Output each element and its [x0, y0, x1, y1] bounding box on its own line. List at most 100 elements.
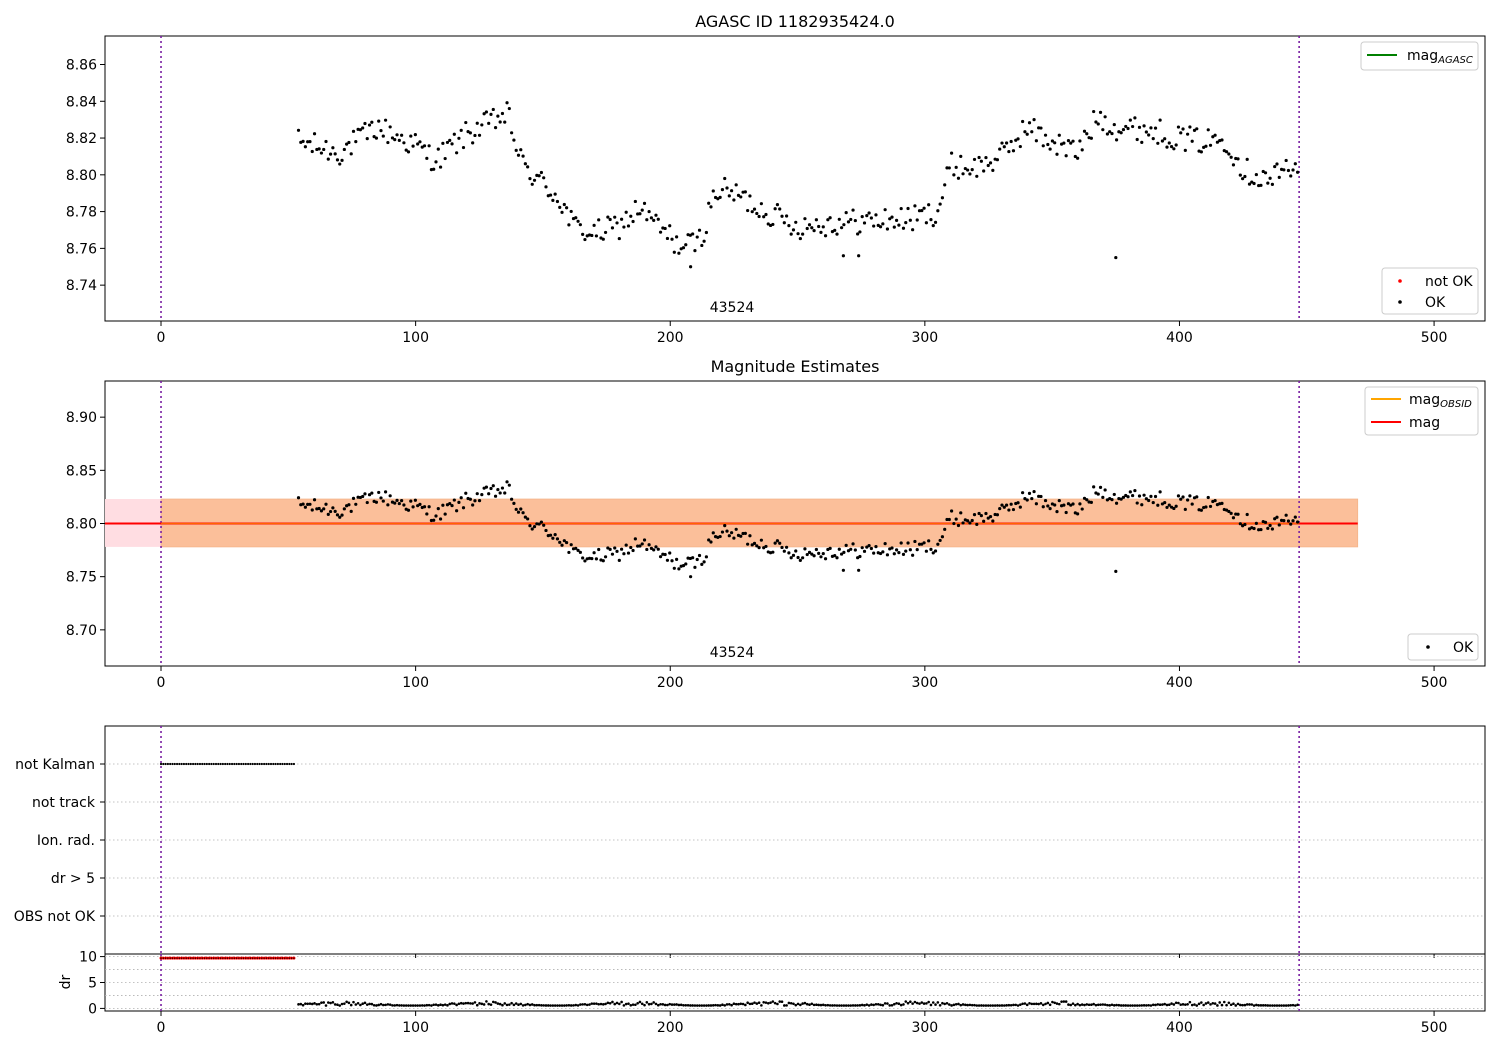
dr-point: [879, 1003, 882, 1007]
dr-point: [1239, 1003, 1242, 1007]
data-point-ok: [881, 222, 885, 226]
data-point-ok: [1289, 522, 1293, 526]
data-point-ok: [530, 527, 534, 531]
dr-point: [1145, 1004, 1148, 1007]
x-tick-label: 300: [911, 1020, 938, 1036]
dr-point: [579, 1003, 582, 1006]
dr-point: [892, 1002, 896, 1006]
data-point-ok: [695, 235, 699, 239]
data-point-ok: [984, 155, 988, 160]
data-point-ok: [1282, 168, 1286, 172]
data-point-ok: [1094, 120, 1098, 124]
data-point-ok: [503, 120, 507, 124]
dr-point: [329, 1001, 332, 1005]
data-point-ok: [640, 208, 644, 212]
data-point-ok: [1181, 127, 1185, 131]
data-point-ok: [542, 176, 546, 180]
dr-point: [556, 1004, 559, 1007]
data-point-ok: [516, 510, 521, 514]
dr-flag-point-core: [249, 957, 252, 959]
dr-point: [1291, 1003, 1295, 1007]
dr-point: [1039, 1002, 1043, 1005]
data-point-ok: [892, 225, 896, 229]
data-point-ok: [507, 483, 511, 487]
dr-flag-point-core: [235, 957, 238, 959]
flag-point-not-kalman: [187, 762, 190, 766]
y-tick-label: 8.82: [66, 131, 97, 147]
dr-point: [659, 1002, 662, 1006]
data-point-ok: [833, 554, 837, 558]
dr-point: [746, 1001, 749, 1005]
flag-point-not-kalman: [263, 762, 266, 766]
dr-flag-point-core: [194, 957, 197, 959]
data-point-ok: [807, 550, 812, 554]
data-point-ok: [1032, 489, 1036, 494]
dr-point: [801, 1002, 804, 1005]
dr-point: [991, 1004, 995, 1007]
data-point-ok: [759, 538, 763, 542]
dr-point: [966, 1003, 969, 1007]
data-point-ok: [1293, 515, 1297, 519]
data-point-ok: [500, 111, 505, 116]
dr-flag-point-core: [196, 957, 199, 959]
data-point-ok: [459, 128, 463, 132]
dr-point: [1048, 1003, 1052, 1007]
dr-flag-point-core: [251, 957, 254, 959]
x-tick-label: 200: [657, 330, 684, 346]
data-point-ok: [1275, 162, 1279, 166]
data-point-ok: [1062, 503, 1066, 507]
data-point-ok: [839, 552, 844, 556]
data-point-ok: [839, 226, 844, 230]
flag-point-not-kalman: [205, 762, 208, 766]
dr-point: [624, 1002, 628, 1006]
dr-point: [508, 1003, 511, 1006]
dr-flag-point-core: [164, 957, 167, 959]
dr-point: [569, 1004, 573, 1007]
dr-point: [925, 1002, 928, 1005]
data-point-ok: [1025, 498, 1029, 502]
data-point-ok: [326, 512, 330, 517]
data-point-ok: [778, 207, 782, 211]
flag-point-not-kalman: [191, 762, 195, 766]
data-point-ok: [1105, 132, 1110, 136]
chart-title: Magnitude Estimates: [711, 357, 880, 376]
dr-flag-point-core: [293, 957, 295, 959]
data-point-ok: [468, 131, 472, 135]
data-point-ok: [982, 519, 986, 523]
data-point-ok: [720, 530, 725, 534]
dr-point: [416, 1004, 419, 1007]
dr-point: [1057, 1002, 1061, 1006]
flag-point-not-kalman: [279, 762, 282, 766]
data-point-ok: [704, 230, 708, 235]
dr-point: [1227, 1001, 1231, 1005]
data-point-ok: [940, 196, 945, 200]
data-point-ok: [1284, 158, 1288, 163]
data-point-ok: [823, 234, 828, 238]
dr-point: [638, 1000, 642, 1004]
data-point-ok: [894, 548, 899, 552]
data-point-ok: [608, 547, 612, 551]
data-point-ok: [1009, 139, 1013, 144]
dr-point: [812, 1003, 816, 1007]
data-point-ok: [869, 546, 873, 551]
dr-point: [785, 1004, 788, 1007]
data-point-ok: [972, 157, 977, 162]
data-point-ok: [613, 215, 617, 219]
dr-point: [471, 1002, 474, 1005]
dr-point: [645, 1001, 649, 1004]
dr-point: [764, 1001, 768, 1004]
data-point-ok: [851, 542, 855, 546]
data-point-ok: [544, 528, 548, 533]
dr-point: [1234, 1004, 1238, 1007]
data-point-ok: [1190, 502, 1194, 506]
dr-point: [386, 1003, 390, 1006]
dr-point: [317, 1002, 321, 1006]
dr-flag-point-core: [160, 957, 162, 959]
data-point-ok: [927, 539, 931, 543]
dr-flag-point-core: [185, 957, 187, 959]
x-tick-label: 300: [911, 675, 938, 691]
data-point-ok: [1066, 139, 1071, 143]
dr-point: [1019, 1003, 1022, 1006]
data-point-ok: [363, 121, 367, 126]
data-point-ok: [821, 225, 825, 229]
